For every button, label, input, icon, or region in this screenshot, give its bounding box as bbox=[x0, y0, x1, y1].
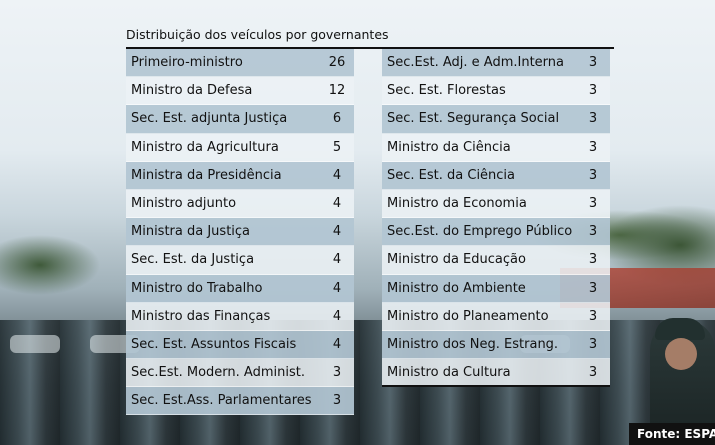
official-name: Ministro do Trabalho bbox=[131, 280, 263, 296]
table-row: Sec.Est. Adj. e Adm.Interna 3 bbox=[382, 49, 610, 78]
official-name: Sec. Est. adjunta Justiça bbox=[131, 111, 288, 127]
vehicle-count: 4 bbox=[332, 280, 342, 296]
table-row: Sec. Est. adjunta Justiça 6 bbox=[126, 105, 354, 134]
vehicle-count: 3 bbox=[588, 55, 598, 71]
official-name: Ministro da Cultura bbox=[387, 364, 511, 380]
vehicle-count: 12 bbox=[328, 83, 346, 99]
official-name: Sec. Est. Assuntos Fiscais bbox=[131, 336, 297, 352]
table-row: Ministro dos Neg. Estrang. 3 bbox=[382, 330, 610, 360]
table-row: Ministro da Defesa 12 bbox=[126, 77, 354, 106]
official-name: Ministro do Ambiente bbox=[387, 280, 526, 296]
vehicle-count: 3 bbox=[588, 336, 598, 352]
table-row: Ministro do Trabalho 4 bbox=[126, 274, 354, 303]
table-row: Ministro da Agricultura 5 bbox=[126, 133, 354, 162]
vehicle-count: 3 bbox=[588, 196, 598, 212]
official-name: Sec.Est. do Emprego Público bbox=[387, 224, 573, 240]
table-row: Ministra da Presidência 4 bbox=[126, 161, 354, 190]
vehicle-count: 3 bbox=[588, 308, 598, 324]
vehicle-count: 3 bbox=[588, 224, 598, 240]
table-row: Ministro da Cultura 3 bbox=[382, 359, 610, 388]
vehicle-count: 26 bbox=[328, 55, 346, 71]
table-row: Ministro do Planeamento 3 bbox=[382, 302, 610, 331]
guard-face bbox=[665, 338, 697, 370]
official-name: Sec. Est.Ass. Parlamentares bbox=[131, 393, 312, 409]
table-row: Primeiro-ministro 26 bbox=[126, 49, 354, 78]
vehicle-count: 6 bbox=[332, 111, 342, 127]
table-row: Ministro da Ciência 3 bbox=[382, 133, 610, 162]
table-row: Ministro das Finanças 4 bbox=[126, 302, 354, 331]
official-name: Ministra da Presidência bbox=[131, 167, 282, 183]
official-name: Ministro da Agricultura bbox=[131, 139, 279, 155]
vehicle-count: 4 bbox=[332, 224, 342, 240]
table-row: Sec. Est. da Ciência 3 bbox=[382, 161, 610, 190]
vehicle-count: 3 bbox=[588, 139, 598, 155]
vehicle-count: 4 bbox=[332, 252, 342, 268]
vehicle-count: 3 bbox=[588, 167, 598, 183]
official-name: Sec. Est. Florestas bbox=[387, 83, 506, 99]
table-row: Sec. Est. Assuntos Fiscais 4 bbox=[126, 330, 354, 360]
table-row: Sec. Est. da Justiça 4 bbox=[126, 246, 354, 275]
official-name: Ministro adjunto bbox=[131, 196, 237, 212]
vehicle-count: 5 bbox=[332, 139, 342, 155]
guard-cap bbox=[655, 318, 705, 340]
official-name: Ministro da Ciência bbox=[387, 139, 511, 155]
vehicle-count: 3 bbox=[588, 83, 598, 99]
table-row: Ministro adjunto 4 bbox=[126, 189, 354, 219]
vehicle-count: 3 bbox=[332, 393, 342, 409]
official-name: Ministro das Finanças bbox=[131, 308, 271, 324]
table-row: Sec.Est. Modern. Administ. 3 bbox=[126, 359, 354, 388]
official-name: Ministra da Justiça bbox=[131, 224, 251, 240]
table-row: Sec. Est.Ass. Parlamentares 3 bbox=[126, 387, 354, 416]
vehicle-count: 3 bbox=[588, 252, 598, 268]
table-row: Ministra da Justiça 4 bbox=[126, 218, 354, 247]
vehicle-count: 3 bbox=[588, 280, 598, 296]
vehicle-count: 3 bbox=[588, 364, 598, 380]
table-row: Sec. Est. Florestas 3 bbox=[382, 77, 610, 106]
table-title: Distribuição dos veículos por governante… bbox=[126, 27, 389, 42]
source-credit: Fonte: ESPAÇO bbox=[629, 423, 715, 445]
official-name: Sec. Est. da Ciência bbox=[387, 167, 516, 183]
official-name: Ministro do Planeamento bbox=[387, 308, 549, 324]
official-name: Ministro da Educação bbox=[387, 252, 526, 268]
official-name: Sec. Est. da Justiça bbox=[131, 252, 255, 268]
car-reflection bbox=[10, 335, 60, 353]
official-name: Sec.Est. Modern. Administ. bbox=[131, 365, 305, 381]
table-row: Ministro do Ambiente 3 bbox=[382, 274, 610, 303]
vehicle-count: 4 bbox=[332, 336, 342, 352]
vehicle-count: 4 bbox=[332, 196, 342, 212]
left-column-list: Primeiro-ministro 26 Ministro da Defesa 12 S… bbox=[126, 49, 354, 416]
table-row: Ministro da Economia 3 bbox=[382, 189, 610, 219]
table-row: Sec.Est. do Emprego Público 3 bbox=[382, 218, 610, 247]
official-name: Primeiro-ministro bbox=[131, 55, 243, 71]
table-row: Sec. Est. Segurança Social 3 bbox=[382, 105, 610, 134]
official-name: Ministro da Economia bbox=[387, 196, 527, 212]
official-name: Ministro da Defesa bbox=[131, 83, 253, 99]
vehicle-count: 4 bbox=[332, 308, 342, 324]
official-name: Sec. Est. Segurança Social bbox=[387, 111, 560, 127]
vehicle-count: 3 bbox=[332, 365, 342, 381]
official-name: Sec.Est. Adj. e Adm.Interna bbox=[387, 55, 565, 71]
official-name: Ministro dos Neg. Estrang. bbox=[387, 336, 559, 352]
title-rule bbox=[126, 47, 614, 49]
vehicle-count: 4 bbox=[332, 167, 342, 183]
vehicle-count: 3 bbox=[588, 111, 598, 127]
table-row: Ministro da Educação 3 bbox=[382, 246, 610, 275]
right-column-list: Sec.Est. Adj. e Adm.Interna 3 Sec. Est. Fl… bbox=[382, 49, 610, 388]
